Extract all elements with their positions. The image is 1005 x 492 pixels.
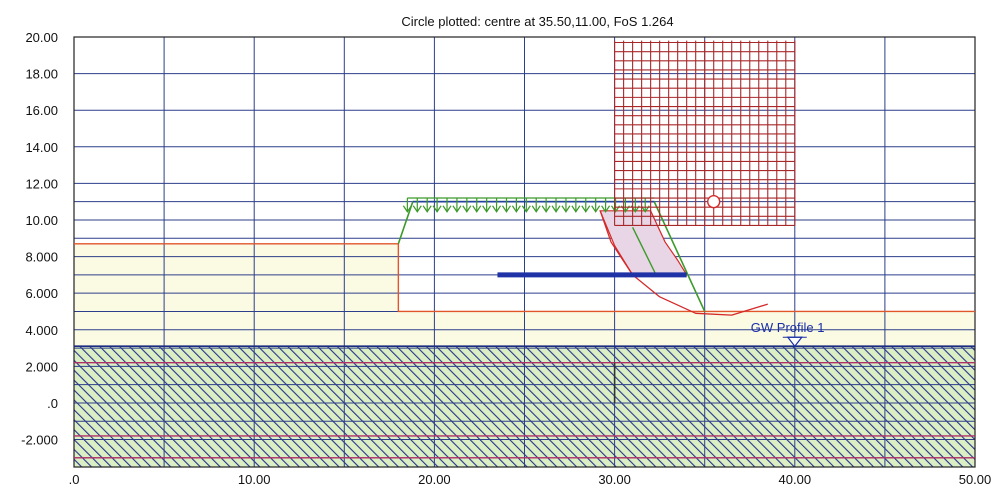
slip-circle-centre — [707, 194, 721, 209]
y-tick-label: 2.000 — [25, 359, 58, 374]
plot-frame — [73, 36, 976, 468]
x-tick-label: 50.00 — [959, 472, 992, 487]
ground-surface-line — [74, 243, 975, 313]
x-tick-label: 20.00 — [418, 472, 451, 487]
y-tick-label: 14.00 — [25, 140, 58, 155]
gw-profile-label: GW Profile 1 — [751, 320, 825, 335]
y-tick-label: 8.000 — [25, 250, 58, 265]
y-tick-label: 4.000 — [25, 323, 58, 338]
y-tick-label: 16.00 — [25, 103, 58, 118]
chart-title: Circle plotted: centre at 35.50,11.00, F… — [401, 14, 674, 29]
y-tick-label: 20.00 — [25, 30, 58, 45]
y-tick-label: .0 — [47, 396, 58, 411]
inner-slope-line — [631, 226, 657, 276]
x-tick-label: 10.00 — [238, 472, 271, 487]
y-tick-label: 18.00 — [25, 67, 58, 82]
slip-circle-arc — [599, 210, 768, 316]
x-tick-label: 30.00 — [598, 472, 631, 487]
y-tick-label: 6.000 — [25, 286, 58, 301]
fill-layer — [74, 243, 975, 347]
x-tick-label: .0 — [69, 472, 80, 487]
y-tick-label: -2.000 — [21, 433, 58, 448]
y-tick-label: 10.00 — [25, 213, 58, 228]
x-tick-label: 40.00 — [779, 472, 812, 487]
y-tick-label: 12.00 — [25, 176, 58, 191]
